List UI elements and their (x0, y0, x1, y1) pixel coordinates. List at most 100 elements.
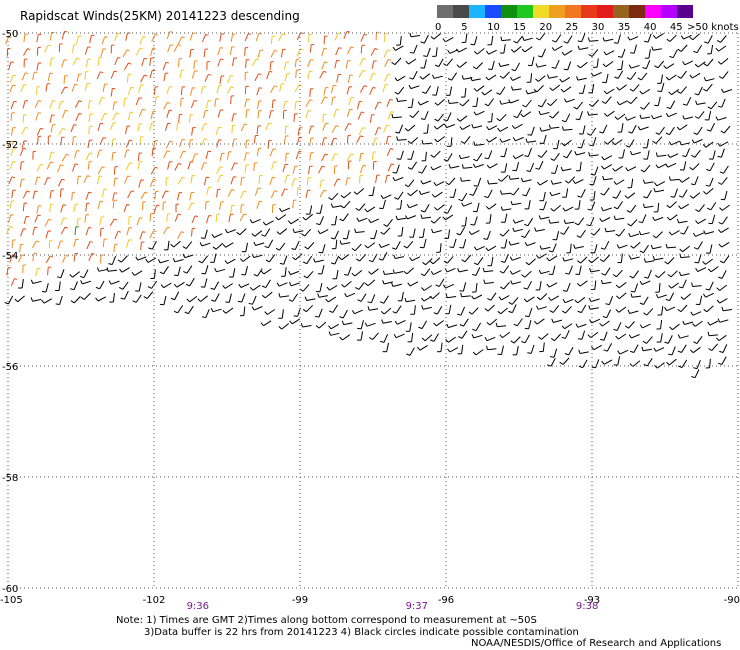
wind-barb (397, 139, 407, 141)
latitude-label: -50 (2, 29, 18, 40)
wind-barb (320, 96, 326, 105)
wind-barb (694, 139, 703, 144)
wind-barb (382, 84, 386, 93)
wind-barb-feather (666, 361, 670, 366)
wind-barb-feather (484, 337, 488, 341)
wind-barb (411, 332, 414, 342)
wind-barb-feather (100, 71, 104, 74)
wind-barb (216, 189, 218, 198)
wind-barb (134, 270, 143, 276)
wind-barb-feather (546, 257, 550, 262)
wind-barb (123, 204, 128, 213)
wind-barb (319, 229, 329, 235)
wind-barb-feather (551, 47, 555, 51)
wind-barb (245, 59, 247, 68)
longitude-label: -99 (292, 595, 308, 606)
wind-barb (510, 177, 520, 180)
wind-barb (111, 152, 114, 161)
wind-barb-feather (279, 262, 284, 265)
wind-barb (124, 290, 129, 300)
wind-barb-feather (344, 293, 348, 298)
wind-barb (680, 256, 690, 259)
wind-barb (630, 256, 640, 260)
wind-barb (141, 58, 145, 67)
wind-barb (256, 268, 263, 277)
wind-barb-feather (679, 253, 682, 258)
wind-barb (360, 331, 364, 341)
wind-barb (321, 153, 326, 162)
wind-barb (166, 31, 171, 40)
wind-barb-feather (300, 32, 304, 35)
wind-barb (475, 267, 481, 276)
wind-barb (252, 295, 257, 305)
legend-swatch (549, 5, 565, 18)
wind-barb-feather (702, 261, 706, 265)
wind-barb (709, 281, 714, 291)
wind-barb (60, 204, 64, 213)
wind-barb-feather (561, 310, 566, 314)
wind-barb-feather (184, 311, 189, 315)
wind-barb (9, 84, 14, 93)
wind-barb-feather (434, 64, 439, 68)
wind-barb (49, 190, 52, 199)
wind-barb-feather (182, 138, 186, 141)
wind-barb-feather (575, 118, 580, 121)
wind-barb (343, 322, 353, 326)
wind-barb (174, 259, 184, 263)
wind-barb (371, 151, 374, 160)
wind-barb (32, 240, 37, 249)
wind-barb (682, 279, 687, 289)
wind-barb (187, 305, 194, 314)
wind-barb (540, 112, 550, 116)
wind-barb-feather (211, 233, 215, 238)
wind-barb-feather (421, 287, 425, 291)
wind-barb-feather (173, 310, 178, 314)
wind-barb (524, 334, 530, 344)
wind-barb-feather (639, 302, 644, 305)
wind-barb (719, 319, 729, 323)
wind-barb-feather (63, 217, 67, 220)
wind-barb (163, 282, 172, 289)
wind-barb-feather (655, 164, 659, 169)
wind-barb (412, 110, 420, 118)
wind-barb (632, 270, 639, 279)
wind-barb (423, 238, 427, 248)
legend-swatch (581, 5, 597, 18)
wind-barb (372, 137, 376, 147)
wind-barb (488, 74, 497, 81)
wind-barb-feather (551, 39, 557, 43)
wind-barb (669, 292, 675, 301)
wind-barb-feather (614, 76, 619, 79)
wind-barb-feather (677, 75, 682, 79)
wind-barb (580, 256, 588, 264)
wind-barb (593, 191, 596, 201)
wind-barb (296, 48, 301, 57)
wind-barb-feather (513, 40, 518, 44)
wind-barb-feather (80, 275, 85, 279)
wind-barb-feather (705, 288, 710, 291)
wind-barb (346, 135, 349, 144)
wind-barb-feather (351, 96, 355, 99)
wind-barb (707, 35, 713, 44)
wind-barb-feather (392, 247, 397, 250)
wind-barb (720, 35, 727, 43)
wind-barb (604, 267, 611, 276)
wind-barb-feather (499, 75, 504, 79)
wind-barb (421, 216, 431, 219)
wind-barb (57, 240, 61, 249)
wind-barb (696, 126, 703, 135)
wind-barb (329, 285, 338, 291)
wind-barb (367, 279, 376, 287)
wind-barb (214, 293, 220, 302)
wind-barb-feather (588, 53, 593, 57)
wind-barb (708, 334, 718, 337)
wind-barb (594, 166, 599, 176)
wind-barb-feather (41, 299, 45, 304)
wind-barb-feather (182, 246, 187, 250)
wind-barb (552, 243, 557, 253)
wind-barb (202, 110, 206, 119)
wind-barb (538, 160, 544, 170)
wind-barb (138, 84, 142, 93)
wind-barb (646, 358, 653, 367)
wind-barb (435, 86, 439, 96)
